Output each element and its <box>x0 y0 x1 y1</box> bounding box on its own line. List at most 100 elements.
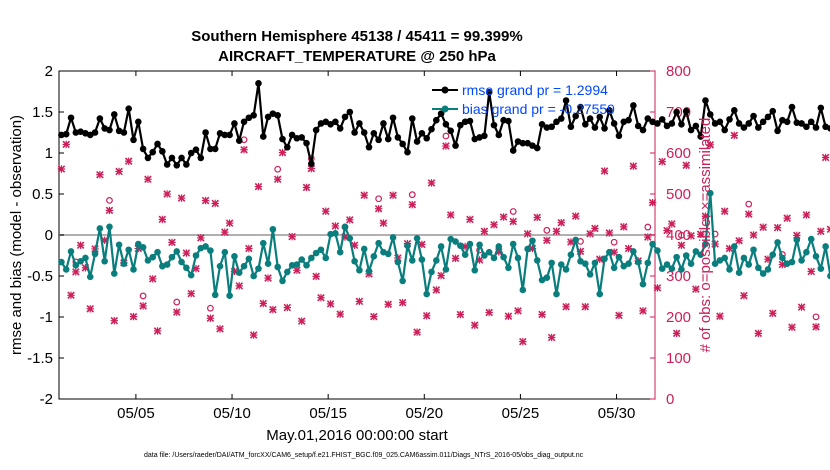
bias-point <box>264 260 272 268</box>
rmse-point <box>606 107 613 114</box>
rmse-point <box>625 116 632 124</box>
rmse-point <box>567 123 575 131</box>
obs-possible-circle <box>678 231 685 239</box>
x-axis-label: May.01,2016 00:00:00 start <box>266 427 448 444</box>
obs-count-point <box>692 285 700 293</box>
obs-count-point <box>158 215 167 224</box>
bias-point <box>351 257 358 265</box>
rmse-point <box>783 118 791 126</box>
obs-count-point <box>211 199 219 208</box>
bias-point <box>404 242 411 249</box>
bias-point <box>601 255 608 263</box>
rmse-point <box>726 116 733 123</box>
obs-count-point <box>197 234 205 242</box>
obs-possible-circle <box>442 132 450 140</box>
rmse-point <box>308 160 315 167</box>
obs-count-point <box>278 148 287 157</box>
obs-possible-circle <box>139 292 147 300</box>
rmse-point <box>62 130 70 138</box>
obs-count-point <box>432 286 441 294</box>
obs-count-point <box>201 196 210 205</box>
bias-point <box>548 259 555 267</box>
obs-count-point <box>658 157 666 166</box>
bias-point <box>812 253 820 260</box>
rmse-point <box>279 135 286 143</box>
obs-count-point <box>124 157 133 165</box>
bias-point <box>115 241 123 249</box>
chart-title-line1: Southern Hemisphere 45138 / 45411 = 99.3… <box>191 28 522 45</box>
obs-count-point <box>427 179 436 187</box>
obs-count-point <box>523 230 532 238</box>
obs-count-point <box>773 223 782 232</box>
rmse-point <box>519 139 527 147</box>
obs-count-point <box>807 267 815 276</box>
bias-point <box>745 261 753 268</box>
bias-point <box>644 259 652 267</box>
bias-point <box>687 260 695 268</box>
y-left-tick-label: 0 <box>45 227 53 244</box>
bias-point <box>202 243 209 250</box>
bias-point <box>413 234 421 242</box>
bias-point <box>82 254 89 262</box>
bias-point <box>750 246 757 254</box>
obs-count-point <box>557 218 566 227</box>
rmse-point <box>817 104 825 112</box>
obs-count-point <box>581 302 590 311</box>
bias-point <box>702 240 709 248</box>
rmse-point <box>548 123 555 131</box>
obs-count-point <box>826 225 830 234</box>
rmse-point <box>139 145 147 153</box>
obs-count-point <box>254 182 263 191</box>
obs-count-point <box>331 222 340 230</box>
obs-count-point <box>105 196 114 215</box>
rmse-point <box>610 120 618 127</box>
rmse-point <box>452 142 459 149</box>
rmse-point <box>202 129 209 136</box>
rmse-point <box>437 110 445 117</box>
bias-point <box>567 251 575 258</box>
rmse-point <box>231 120 238 127</box>
obs-possible-circle <box>644 223 652 231</box>
bias-point <box>682 252 690 259</box>
bias-point <box>86 273 94 281</box>
rmse-point <box>586 115 594 122</box>
bias-point <box>822 243 829 250</box>
rmse-point <box>394 134 402 141</box>
bias-point <box>562 266 570 273</box>
obs-count-point <box>600 167 609 175</box>
bias-point <box>192 252 200 259</box>
rmse-point <box>332 118 339 126</box>
rmse-point <box>207 145 214 153</box>
bias-point <box>144 257 152 264</box>
rmse-point <box>135 118 142 126</box>
obs-count-point <box>86 305 95 313</box>
bias-point <box>735 269 743 277</box>
rmse-point <box>803 123 810 131</box>
bias-point <box>298 256 306 263</box>
obs-count-point <box>571 212 580 220</box>
bias-point <box>591 259 599 267</box>
bias-point <box>726 266 733 273</box>
y-right-tick-label: 600 <box>666 145 691 162</box>
obs-count-point <box>821 153 830 162</box>
rmse-point <box>457 121 464 129</box>
bias-point <box>524 245 531 253</box>
obs-possible-circle <box>207 304 214 312</box>
rmse-point <box>716 118 724 126</box>
rmse-point <box>533 144 541 152</box>
rmse-point <box>408 115 416 122</box>
obs-count-point <box>398 298 407 307</box>
rmse-point <box>264 113 272 121</box>
bias-point <box>317 246 325 254</box>
bias-point <box>130 266 137 273</box>
rmse-point <box>678 121 685 128</box>
rmse-point <box>481 132 488 140</box>
rmse-point <box>418 130 426 137</box>
rmse-point <box>442 121 450 128</box>
rmse-point <box>284 143 291 151</box>
bias-point <box>221 248 229 256</box>
y-right-tick-label: 500 <box>666 186 691 203</box>
obs-count-point <box>514 307 522 315</box>
rmse-point <box>596 113 604 121</box>
rmse-point <box>509 147 517 154</box>
